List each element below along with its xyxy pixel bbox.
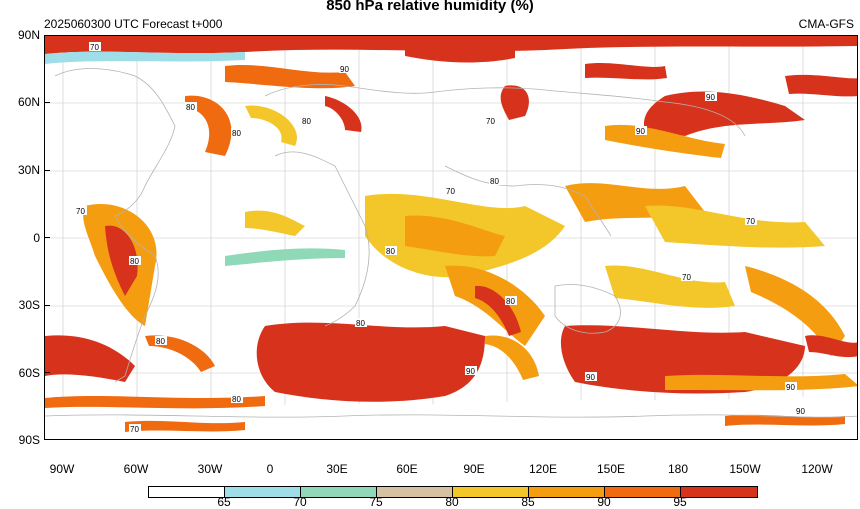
coastlines <box>45 68 857 418</box>
contour-label: 90 <box>785 382 797 392</box>
svg-text:80: 80 <box>302 117 311 126</box>
lat-label-30s: 30S <box>18 298 40 312</box>
legend-label: 90 <box>597 495 611 509</box>
lat-tick <box>44 305 50 306</box>
contour-label: 80 <box>355 318 367 328</box>
humidity-field-arctic <box>45 36 857 158</box>
contour-label: 80 <box>505 296 517 306</box>
lon-label-150e: 150E <box>596 462 626 476</box>
legend-swatch <box>301 487 377 497</box>
svg-text:80: 80 <box>386 247 395 256</box>
color-legend <box>148 486 758 498</box>
lat-label-60s: 60S <box>18 366 40 380</box>
lat-tick <box>44 372 50 373</box>
legend-label: 95 <box>673 495 687 509</box>
svg-text:70: 70 <box>90 43 99 52</box>
forecast-run-info: 2025060300 UTC Forecast t+000 <box>44 17 223 31</box>
lon-label-90w: 90W <box>49 462 75 476</box>
svg-text:90: 90 <box>796 407 805 416</box>
legend-label: 85 <box>521 495 535 509</box>
lat-label-60n: 60N <box>17 95 40 109</box>
svg-text:70: 70 <box>130 425 139 434</box>
svg-text:80: 80 <box>186 103 195 112</box>
svg-text:70: 70 <box>446 187 455 196</box>
svg-text:80: 80 <box>356 319 365 328</box>
humidity-field-southern-ocean <box>45 322 857 439</box>
svg-text:80: 80 <box>490 177 499 186</box>
contour-label: 80 <box>231 128 243 138</box>
contour-label: 70 <box>445 186 457 196</box>
legend-label: 80 <box>445 495 459 509</box>
contour-label: 80 <box>301 116 313 126</box>
lon-label-90e: 90E <box>463 462 485 476</box>
lon-label-30w: 30W <box>197 462 223 476</box>
legend-swatch <box>149 487 225 497</box>
legend-swatch <box>529 487 605 497</box>
lon-label-180: 180 <box>667 462 689 476</box>
svg-text:90: 90 <box>636 127 645 136</box>
legend-swatch <box>453 487 529 497</box>
contour-label: 70 <box>485 116 497 126</box>
humidity-field-tropics <box>83 183 845 356</box>
legend-swatch <box>681 487 757 497</box>
lon-label-120w: 120W <box>801 462 833 476</box>
svg-text:90: 90 <box>586 373 595 382</box>
map-canvas: 70 90 80 80 80 70 90 90 70 80 70 70 80 8… <box>45 36 857 439</box>
legend-swatch <box>377 487 453 497</box>
legend-label: 75 <box>369 495 383 509</box>
contour-label: 90 <box>339 64 351 74</box>
svg-text:70: 70 <box>486 117 495 126</box>
svg-text:90: 90 <box>340 65 349 74</box>
legend-swatch <box>605 487 681 497</box>
svg-text:70: 70 <box>746 217 755 226</box>
lat-tick <box>44 237 50 238</box>
lon-label-150w: 150W <box>729 462 761 476</box>
lat-label-90s: 90S <box>18 433 40 447</box>
lon-label-60w: 60W <box>123 462 149 476</box>
contour-label: 80 <box>385 246 397 256</box>
lat-tick <box>44 102 50 103</box>
contour-label: 70 <box>129 424 141 434</box>
svg-text:80: 80 <box>232 395 241 404</box>
svg-text:90: 90 <box>706 93 715 102</box>
contour-label: 90 <box>795 406 807 416</box>
map-title: 850 hPa relative humidity (%) <box>326 0 534 14</box>
svg-text:90: 90 <box>786 383 795 392</box>
legend-label: 65 <box>217 495 231 509</box>
svg-text:80: 80 <box>130 257 139 266</box>
lon-label-120e: 120E <box>528 462 558 476</box>
contour-label: 80 <box>489 176 501 186</box>
lat-label-30n: 30N <box>17 163 40 177</box>
contour-label: 70 <box>745 216 757 226</box>
contour-label: 80 <box>129 256 141 266</box>
lat-label-0: 0 <box>33 231 40 245</box>
svg-text:70: 70 <box>682 273 691 282</box>
contour-label: 70 <box>89 42 101 52</box>
model-name: CMA-GFS <box>798 17 854 31</box>
contour-label: 70 <box>75 206 87 216</box>
contour-label: 90 <box>465 366 477 376</box>
lat-tick <box>44 170 50 171</box>
contour-label: 90 <box>705 92 717 102</box>
humidity-map: 70 90 80 80 80 70 90 90 70 80 70 70 80 8… <box>44 35 858 440</box>
contour-label: 80 <box>155 336 167 346</box>
svg-text:80: 80 <box>156 337 165 346</box>
contour-label: 80 <box>231 394 243 404</box>
lon-label-60e: 60E <box>396 462 418 476</box>
legend-label: 70 <box>293 495 307 509</box>
svg-text:90: 90 <box>466 367 475 376</box>
svg-text:80: 80 <box>232 129 241 138</box>
lon-label-0: 0 <box>266 462 274 476</box>
lat-label-90n: 90N <box>17 28 40 42</box>
contour-label: 80 <box>185 102 197 112</box>
contour-labels: 70 90 80 80 80 70 90 90 70 80 70 70 80 8… <box>75 42 807 434</box>
contour-label: 70 <box>681 272 693 282</box>
legend-swatch <box>225 487 301 497</box>
lon-label-30e: 30E <box>326 462 348 476</box>
svg-text:70: 70 <box>76 207 85 216</box>
contour-label: 90 <box>585 372 597 382</box>
svg-text:80: 80 <box>506 297 515 306</box>
contour-label: 90 <box>635 126 647 136</box>
